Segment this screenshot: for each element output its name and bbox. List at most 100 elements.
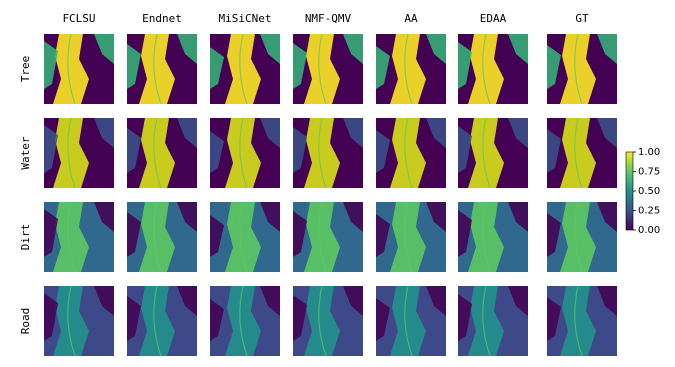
map-region bbox=[304, 202, 340, 272]
abundance-map bbox=[293, 117, 363, 189]
map-region bbox=[547, 286, 617, 341]
map-road bbox=[404, 117, 413, 189]
abundance-map bbox=[458, 33, 528, 105]
colorbar-tick-label: 0.00 bbox=[638, 225, 660, 236]
abundance-map bbox=[458, 201, 528, 273]
map-region bbox=[139, 202, 175, 272]
map-region bbox=[468, 34, 504, 104]
map-region bbox=[390, 202, 426, 272]
map-road bbox=[574, 33, 583, 105]
abundance-map bbox=[547, 33, 617, 105]
map-region bbox=[376, 286, 446, 341]
map-region bbox=[210, 286, 280, 341]
map-region bbox=[293, 286, 363, 341]
map-region bbox=[53, 34, 89, 104]
map-region bbox=[53, 286, 89, 356]
map-road bbox=[67, 33, 76, 105]
map-region bbox=[44, 202, 114, 257]
map-road bbox=[404, 33, 413, 105]
column-title: GT bbox=[575, 12, 589, 25]
map-road bbox=[574, 201, 583, 273]
map-region bbox=[390, 118, 426, 188]
colorbar-tick-label: 0.25 bbox=[638, 206, 660, 217]
map-region bbox=[468, 286, 504, 356]
colorbar-tick-label: 0.50 bbox=[638, 186, 660, 197]
abundance-map bbox=[210, 117, 280, 189]
map-region bbox=[210, 34, 280, 89]
map-road bbox=[404, 285, 413, 357]
map-region bbox=[560, 286, 596, 356]
abundance-map bbox=[127, 117, 197, 189]
map-road bbox=[239, 201, 248, 273]
map-region bbox=[44, 34, 114, 89]
map-region bbox=[304, 286, 340, 356]
abundance-map bbox=[293, 201, 363, 273]
map-region bbox=[304, 118, 340, 188]
row-label: Road bbox=[19, 308, 32, 335]
map-region bbox=[225, 202, 261, 272]
abundance-map bbox=[547, 201, 617, 273]
map-road bbox=[153, 33, 162, 105]
map-region bbox=[390, 34, 426, 104]
map-region bbox=[225, 286, 261, 356]
abundance-map bbox=[376, 201, 446, 273]
abundance-map bbox=[210, 201, 280, 273]
abundance-map bbox=[293, 33, 363, 105]
map-region bbox=[458, 202, 528, 257]
column-title: EDAA bbox=[480, 12, 507, 25]
map-region bbox=[458, 34, 528, 89]
map-region bbox=[53, 202, 89, 272]
map-road bbox=[318, 201, 327, 273]
abundance-map bbox=[458, 117, 528, 189]
abundance-map bbox=[376, 285, 446, 357]
map-region bbox=[127, 286, 197, 341]
map-region bbox=[210, 118, 280, 173]
map-region bbox=[127, 118, 197, 173]
abundance-map bbox=[376, 33, 446, 105]
map-region bbox=[560, 34, 596, 104]
map-region bbox=[547, 202, 617, 257]
map-region bbox=[139, 34, 175, 104]
map-road bbox=[318, 117, 327, 189]
map-road bbox=[574, 285, 583, 357]
map-region bbox=[376, 34, 446, 89]
map-region bbox=[376, 202, 446, 257]
abundance-map bbox=[210, 33, 280, 105]
abundance-map bbox=[44, 33, 114, 105]
abundance-map bbox=[458, 285, 528, 357]
map-road bbox=[574, 117, 583, 189]
map-road bbox=[404, 201, 413, 273]
abundance-map bbox=[293, 285, 363, 357]
map-region bbox=[293, 202, 363, 257]
map-region bbox=[304, 34, 340, 104]
abundance-map bbox=[547, 117, 617, 189]
abundance-map bbox=[210, 285, 280, 357]
row-label: Dirt bbox=[19, 224, 32, 251]
map-region bbox=[293, 118, 363, 173]
map-region bbox=[53, 118, 89, 188]
map-region bbox=[127, 202, 197, 257]
map-region bbox=[127, 34, 197, 89]
map-region bbox=[458, 286, 528, 341]
map-road bbox=[153, 285, 162, 357]
column-title: AA bbox=[404, 12, 418, 25]
abundance-map bbox=[44, 117, 114, 189]
abundance-map bbox=[127, 33, 197, 105]
map-road bbox=[153, 117, 162, 189]
column-title: Endnet bbox=[142, 12, 182, 25]
abundance-map bbox=[547, 285, 617, 357]
map-region bbox=[560, 202, 596, 272]
map-road bbox=[239, 285, 248, 357]
map-region bbox=[458, 118, 528, 173]
map-road bbox=[482, 285, 491, 357]
abundance-map bbox=[127, 285, 197, 357]
colorbar bbox=[625, 151, 634, 231]
row-label: Tree bbox=[19, 56, 32, 83]
row-label: Water bbox=[19, 136, 32, 169]
map-region bbox=[547, 118, 617, 173]
map-region bbox=[293, 34, 363, 89]
abundance-map bbox=[44, 285, 114, 357]
map-road bbox=[318, 33, 327, 105]
map-region bbox=[225, 34, 261, 104]
